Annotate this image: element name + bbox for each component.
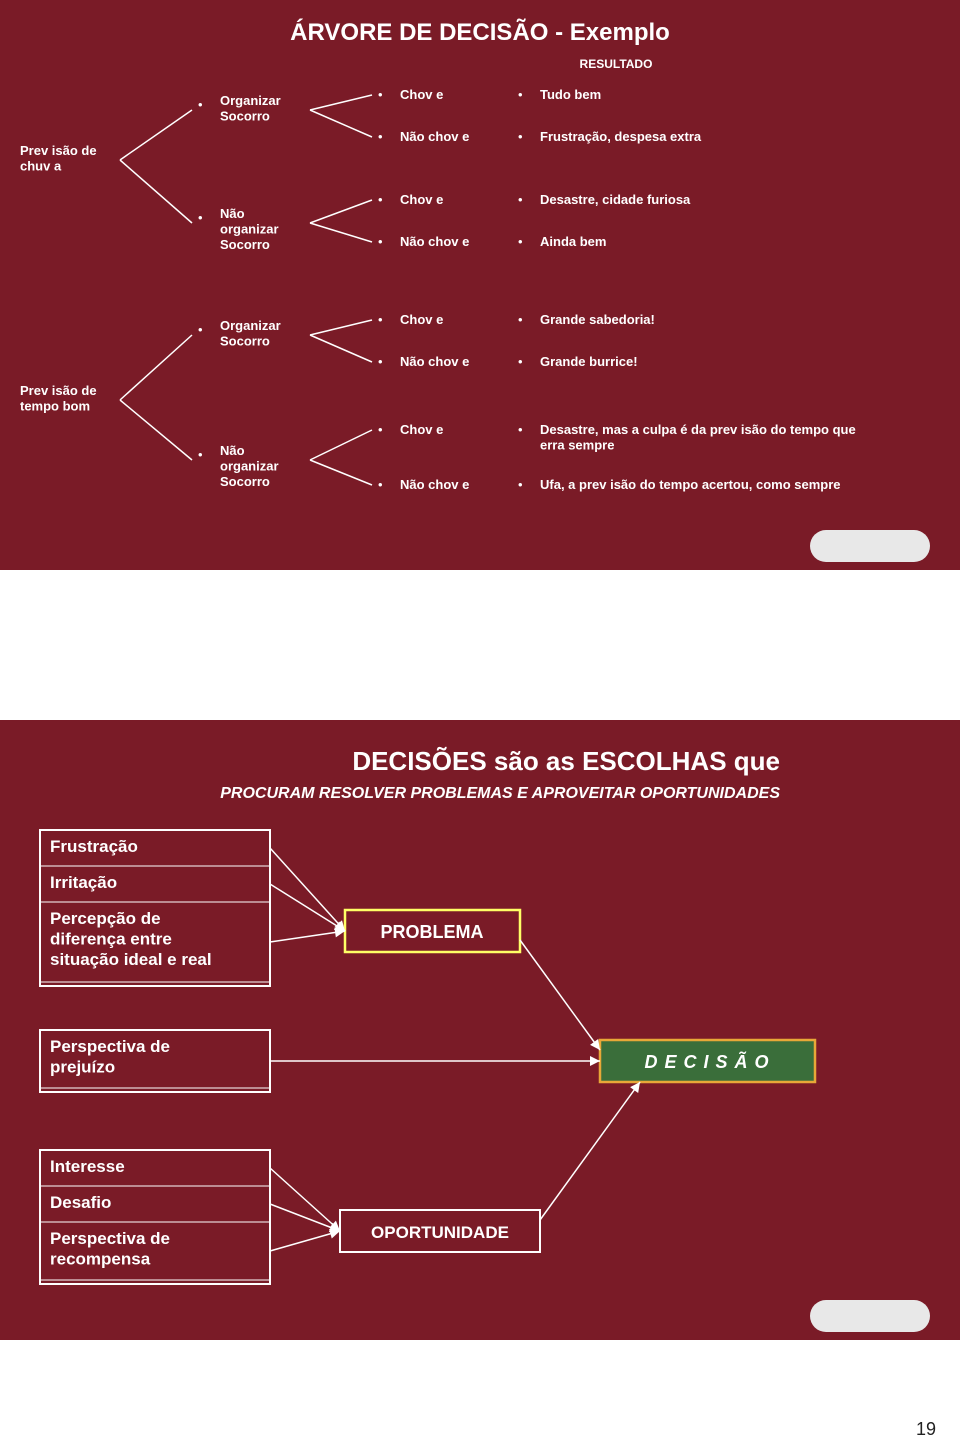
- svg-text:•: •: [518, 87, 523, 102]
- svg-text:Tudo bem: Tudo bem: [540, 87, 601, 102]
- page-number: 19: [916, 1419, 936, 1440]
- slide2-title-pre: DECISÕES são as ESCOLHAS: [352, 746, 726, 776]
- svg-text:Não chov e: Não chov e: [400, 477, 469, 492]
- slide1-subtitle: RESULTADO: [580, 57, 653, 71]
- svg-text:•: •: [198, 210, 203, 225]
- problema-label: PROBLEMA: [381, 922, 484, 942]
- svg-text:Não chov e: Não chov e: [400, 129, 469, 144]
- slide2-svg: DECISÕES são as ESCOLHAS que PROCURAM RE…: [0, 720, 960, 1340]
- svg-text:Frustração: Frustração: [50, 837, 138, 856]
- oportunidade-label: OPORTUNIDADE: [371, 1223, 509, 1242]
- svg-text:•: •: [198, 97, 203, 112]
- svg-text:•: •: [378, 234, 383, 249]
- svg-text:Ainda bem: Ainda bem: [540, 234, 606, 249]
- svg-text:Desafio: Desafio: [50, 1193, 111, 1212]
- svg-text:Chov e: Chov e: [400, 312, 443, 327]
- svg-text:•: •: [518, 129, 523, 144]
- svg-text:Desastre, cidade furiosa: Desastre, cidade furiosa: [540, 192, 691, 207]
- decision-tree-svg: ÁRVORE DE DECISÃO - Exemplo RESULTADO Pr…: [0, 0, 960, 570]
- slide-gap: [0, 570, 960, 720]
- svg-text:Interesse: Interesse: [50, 1157, 125, 1176]
- svg-text:Prev isão detempo bom: Prev isão detempo bom: [20, 383, 97, 414]
- slide2-title-suf: que: [727, 746, 780, 776]
- svg-text:•: •: [198, 447, 203, 462]
- svg-text:Ufa, a prev isão do tempo acer: Ufa, a prev isão do tempo acertou, como …: [540, 477, 841, 492]
- svg-text:•: •: [518, 422, 523, 437]
- svg-text:•: •: [378, 354, 383, 369]
- svg-text:Chov e: Chov e: [400, 422, 443, 437]
- slide2-subtitle: PROCURAM RESOLVER PROBLEMAS E APROVEITAR…: [220, 785, 780, 802]
- svg-text:Chov e: Chov e: [400, 192, 443, 207]
- svg-text:Irritação: Irritação: [50, 873, 117, 892]
- svg-text:•: •: [518, 354, 523, 369]
- svg-text:Chov e: Chov e: [400, 87, 443, 102]
- svg-text:•: •: [518, 312, 523, 327]
- svg-text:Grande burrice!: Grande burrice!: [540, 354, 638, 369]
- svg-text:•: •: [378, 87, 383, 102]
- svg-text:Grande sabedoria!: Grande sabedoria!: [540, 312, 655, 327]
- decision-tree-slide: ÁRVORE DE DECISÃO - Exemplo RESULTADO Pr…: [0, 0, 960, 570]
- svg-text:•: •: [518, 192, 523, 207]
- svg-text:•: •: [518, 234, 523, 249]
- svg-text:•: •: [378, 477, 383, 492]
- svg-text:Frustração, despesa extra: Frustração, despesa extra: [540, 129, 702, 144]
- svg-text:•: •: [378, 129, 383, 144]
- svg-text:•: •: [378, 312, 383, 327]
- slide1-title: ÁRVORE DE DECISÃO - Exemplo: [290, 18, 670, 46]
- svg-text:Não chov e: Não chov e: [400, 354, 469, 369]
- decisao-label: D E C I S Ã O: [644, 1051, 769, 1072]
- svg-text:•: •: [378, 422, 383, 437]
- svg-text:Não chov e: Não chov e: [400, 234, 469, 249]
- svg-text:•: •: [378, 192, 383, 207]
- svg-text:•: •: [518, 477, 523, 492]
- svg-text:DECISÕES são as ESCOLHAS que: DECISÕES são as ESCOLHAS que: [352, 746, 780, 776]
- decisions-problem-slide: DECISÕES são as ESCOLHAS que PROCURAM RE…: [0, 720, 960, 1340]
- svg-text:•: •: [198, 322, 203, 337]
